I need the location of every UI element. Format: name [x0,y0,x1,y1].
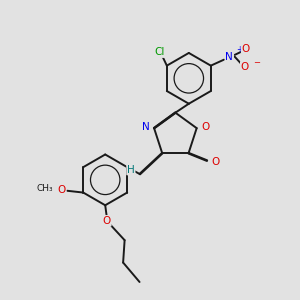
Text: O: O [211,157,220,167]
Text: +: + [236,45,242,54]
Text: O: O [58,184,66,195]
Text: O: O [241,62,249,72]
Text: O: O [242,44,250,54]
Text: O: O [103,216,111,226]
Text: H: H [127,165,135,175]
Text: CH₃: CH₃ [37,184,54,193]
Text: N: N [225,52,233,62]
Text: −: − [253,58,260,67]
Text: N: N [142,122,150,132]
Text: Cl: Cl [154,47,165,57]
Text: O: O [201,122,209,132]
